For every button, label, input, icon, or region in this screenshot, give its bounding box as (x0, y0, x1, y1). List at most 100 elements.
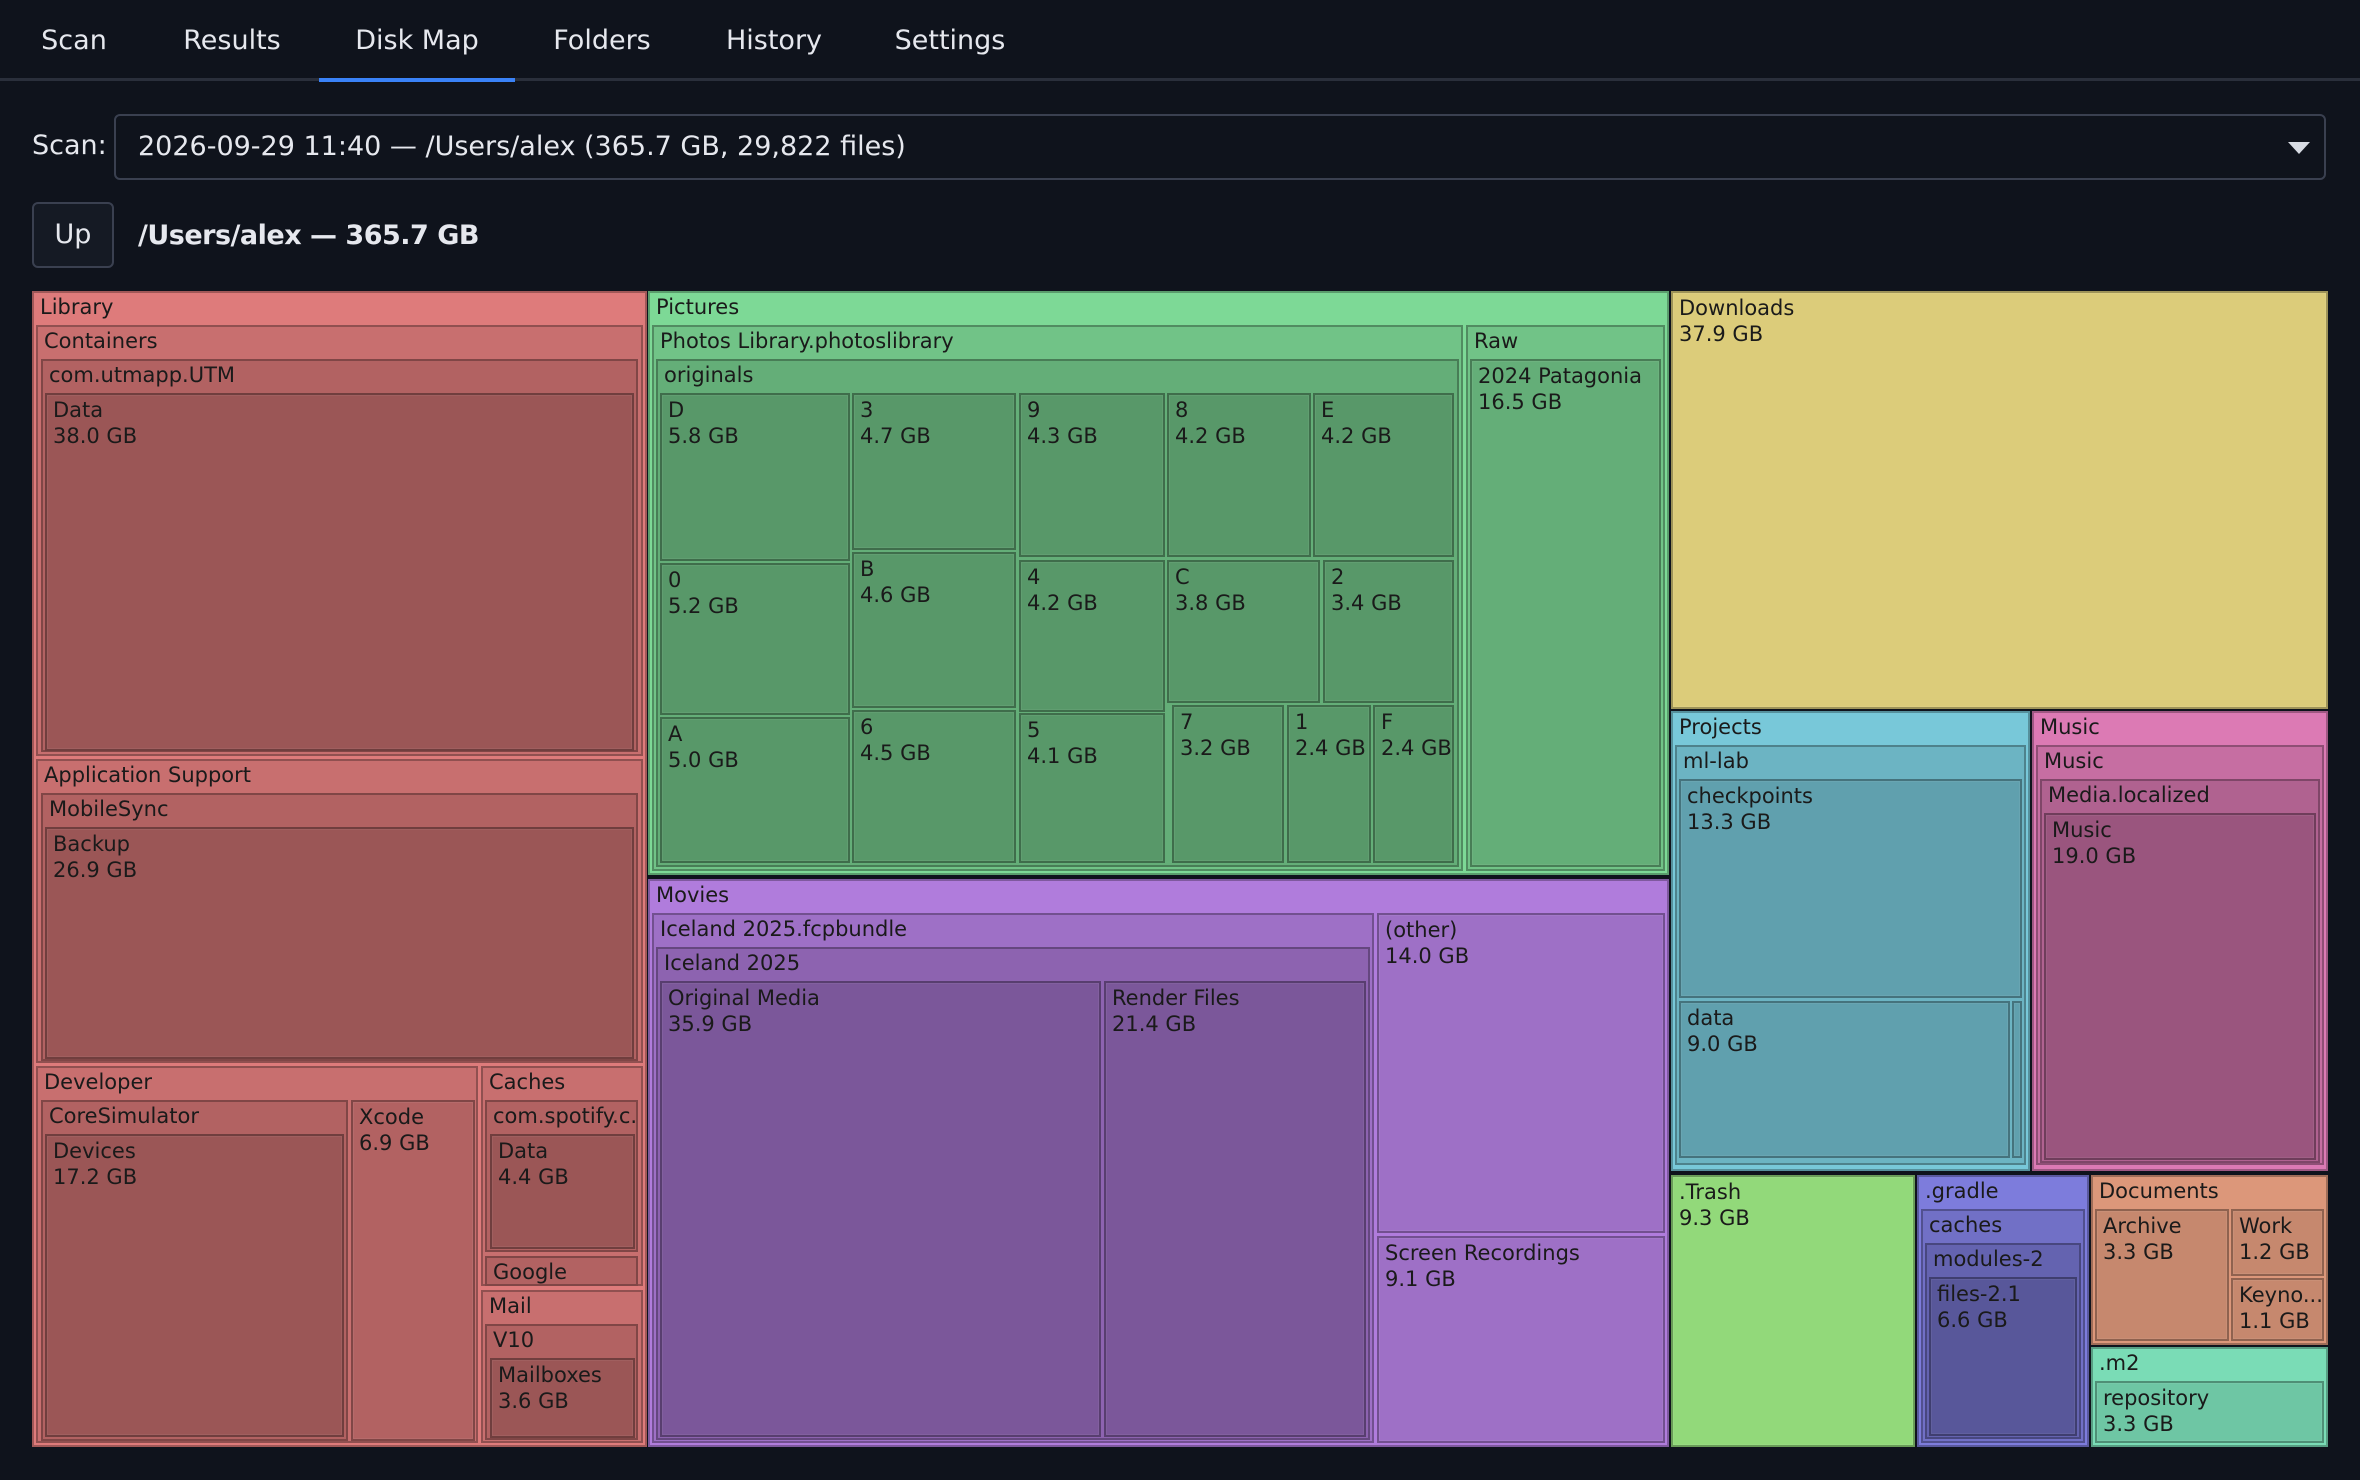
treemap-tile-mlsmall[interactable] (2012, 1001, 2022, 1158)
tile-size: 5.8 GB (668, 424, 739, 448)
tile-name: Original Media (668, 986, 820, 1010)
tab-history[interactable]: History (725, 25, 823, 56)
scan-select-value: 2026-09-29 11:40 — /Users/alex (365.7 GB… (138, 131, 906, 162)
treemap-tile-spotify-data[interactable]: Data 4.4 GB (490, 1134, 635, 1249)
tab-folders[interactable]: Folders (553, 25, 651, 56)
tile-name: Music (2044, 749, 2104, 773)
tile-name: Application Support (44, 763, 252, 787)
treemap-tile-o-5[interactable]: 5 4.1 GB (1019, 713, 1165, 863)
chevron-down-icon (2288, 142, 2310, 154)
treemap-tile-mailboxes[interactable]: Mailboxes 3.6 GB (490, 1358, 635, 1438)
treemap-tile-backup[interactable]: Backup 26.9 GB (45, 827, 634, 1059)
treemap-tile-o-3[interactable]: 3 4.7 GB (852, 393, 1016, 550)
tile-size: 1.2 GB (2239, 1240, 2310, 1264)
treemap-tile-mov-other[interactable]: (other) 14.0 GB (1377, 913, 1665, 1233)
tile-name: .gradle (1925, 1179, 1999, 1203)
scan-select[interactable]: 2026-09-29 11:40 — /Users/alex (365.7 GB… (114, 114, 2326, 180)
treemap-tile-trash[interactable]: .Trash 9.3 GB (1671, 1175, 1915, 1447)
treemap-tile-files21[interactable]: files-2.1 6.6 GB (1929, 1277, 2077, 1436)
treemap-tile-xcode[interactable]: Xcode 6.9 GB (351, 1100, 475, 1441)
tile-size: 4.7 GB (860, 424, 931, 448)
tile-name: Documents (2099, 1179, 2219, 1203)
tile-name: B (860, 557, 875, 581)
tab-results[interactable]: Results (183, 25, 281, 56)
treemap-tile-o-0[interactable]: 0 5.2 GB (660, 563, 850, 715)
tile-size: 3.8 GB (1175, 591, 1246, 615)
treemap-tile-o-1[interactable]: 1 2.4 GB (1287, 705, 1371, 863)
treemap-tile-o-2[interactable]: 2 3.4 GB (1323, 560, 1454, 703)
tile-name: .m2 (2099, 1351, 2140, 1375)
tile-size: 19.0 GB (2052, 844, 2137, 868)
tile-name: 7 (1180, 710, 1194, 734)
tile-size: 38.0 GB (53, 424, 138, 448)
treemap-tile-archive[interactable]: Archive 3.3 GB (2095, 1209, 2229, 1341)
tile-name: Google (493, 1260, 568, 1284)
tile-size: 4.3 GB (1027, 424, 1098, 448)
tile-size: 16.5 GB (1478, 390, 1563, 414)
tile-size: 4.2 GB (1175, 424, 1246, 448)
treemap-tile-o-6[interactable]: 6 4.5 GB (852, 710, 1016, 863)
tile-size: 9.3 GB (1679, 1206, 1750, 1230)
treemap-tile-work[interactable]: Work 1.2 GB (2231, 1209, 2324, 1276)
tab-bar: Scan Results Disk Map Folders History Se… (0, 0, 2360, 82)
treemap-tile-o-8[interactable]: 8 4.2 GB (1167, 393, 1311, 557)
tile-name: (other) (1385, 918, 1458, 942)
tile-size: 3.4 GB (1331, 591, 1402, 615)
tile-name: modules-2 (1933, 1247, 2044, 1271)
treemap-tile-render[interactable]: Render Files 21.4 GB (1104, 981, 1366, 1437)
treemap-tile-google[interactable]: Google (485, 1256, 638, 1286)
treemap-tile-keyno[interactable]: Keyno... 1.1 GB (2231, 1278, 2324, 1341)
treemap-tile-devices[interactable]: Devices 17.2 GB (45, 1134, 344, 1437)
treemap-tile-checkpoints[interactable]: checkpoints 13.3 GB (1679, 779, 2022, 998)
tile-size: 2.4 GB (1295, 736, 1366, 760)
treemap-tile-screenrec[interactable]: Screen Recordings 9.1 GB (1377, 1236, 1665, 1443)
tab-disk-map[interactable]: Disk Map (319, 0, 515, 82)
tile-name: Render Files (1112, 986, 1240, 1010)
treemap-tile-downloads[interactable]: Downloads 37.9 GB (1671, 291, 2328, 709)
treemap-tile-o-4[interactable]: 4 4.2 GB (1019, 560, 1165, 712)
treemap-tile-o-7[interactable]: 7 3.2 GB (1172, 705, 1284, 863)
tile-name: Photos Library.photoslibrary (660, 329, 954, 353)
tile-name: com.utmapp.UTM (49, 363, 236, 387)
treemap-tile-music3[interactable]: Music 19.0 GB (2044, 813, 2316, 1160)
tile-size: 4.1 GB (1027, 744, 1098, 768)
tile-size: 6.6 GB (1937, 1308, 2008, 1332)
tile-size: 4.4 GB (498, 1165, 569, 1189)
tab-scan[interactable]: Scan (41, 25, 107, 56)
tile-size: 5.2 GB (668, 594, 739, 618)
tile-name: Library (40, 295, 114, 319)
up-button[interactable]: Up (32, 202, 114, 268)
tile-size: 3.6 GB (498, 1389, 569, 1413)
treemap-tile-o-B[interactable]: B 4.6 GB (852, 552, 1016, 708)
tile-name: com.spotify.c... (493, 1104, 638, 1128)
tile-name: Data (498, 1139, 549, 1163)
treemap-tile-o-D[interactable]: D 5.8 GB (660, 393, 850, 561)
tile-size: 4.2 GB (1027, 591, 1098, 615)
tile-name: 8 (1175, 398, 1189, 422)
tile-size: 5.0 GB (668, 748, 739, 772)
tile-name: checkpoints (1687, 784, 1813, 808)
tile-name: Iceland 2025 (664, 951, 801, 975)
treemap-tile-repository[interactable]: repository 3.3 GB (2095, 1381, 2324, 1443)
tile-name: originals (664, 363, 754, 387)
treemap-tile-patagonia[interactable]: 2024 Patagonia 16.5 GB (1470, 359, 1661, 867)
treemap-tile-mldata[interactable]: data 9.0 GB (1679, 1001, 2010, 1158)
treemap-tile-o-E[interactable]: E 4.2 GB (1313, 393, 1454, 557)
tile-name: ml-lab (1683, 749, 1749, 773)
treemap-tile-o-F[interactable]: F 2.4 GB (1373, 705, 1454, 863)
tile-name: 2024 Patagonia (1478, 364, 1643, 388)
treemap-tile-origmedia[interactable]: Original Media 35.9 GB (660, 981, 1101, 1437)
treemap-tile-o-9[interactable]: 9 4.3 GB (1019, 393, 1165, 557)
tab-settings[interactable]: Settings (894, 25, 1006, 56)
treemap-tile-o-A[interactable]: A 5.0 GB (660, 717, 850, 863)
tile-size: 2.4 GB (1381, 736, 1452, 760)
tile-name: 6 (860, 715, 874, 739)
tile-size: 17.2 GB (53, 1165, 138, 1189)
scan-label: Scan: (32, 130, 107, 161)
tile-name: 0 (668, 568, 682, 592)
treemap-tile-o-C[interactable]: C 3.8 GB (1167, 560, 1320, 703)
treemap-tile-utm-data[interactable]: Data 38.0 GB (45, 393, 634, 751)
tile-name: caches (1929, 1213, 2003, 1237)
tile-name: 3 (860, 398, 874, 422)
